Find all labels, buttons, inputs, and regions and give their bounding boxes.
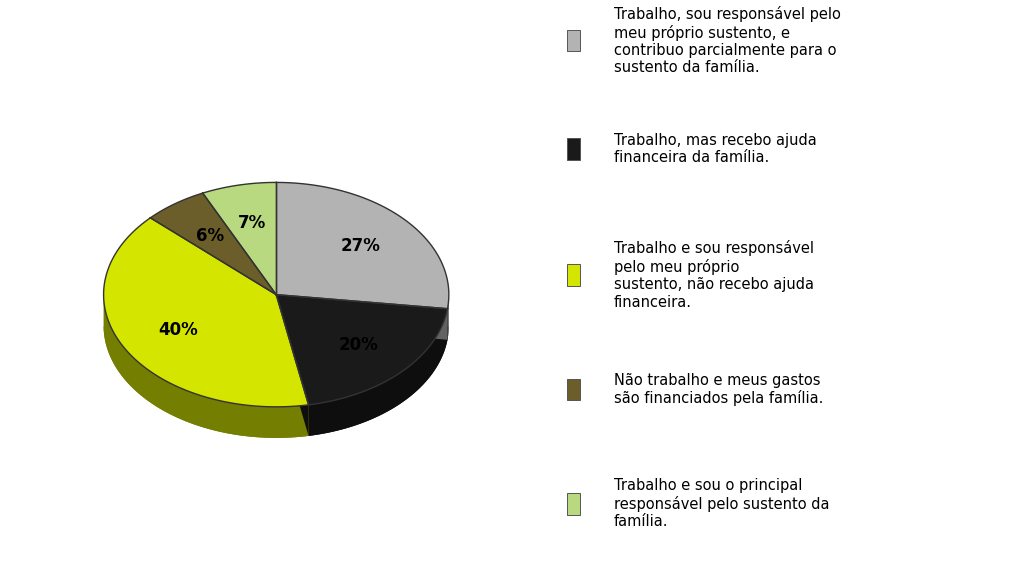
Polygon shape [276,182,449,309]
Bar [567,138,580,160]
Polygon shape [276,295,447,405]
Text: Trabalho e sou o principal
responsável pelo sustento da
família.: Trabalho e sou o principal responsável p… [614,478,829,530]
Polygon shape [276,295,447,340]
Polygon shape [276,295,309,436]
Bar [567,379,580,400]
Text: 20%: 20% [339,336,377,353]
Polygon shape [103,325,309,438]
Polygon shape [103,218,309,407]
Polygon shape [103,296,309,438]
Text: 40%: 40% [158,321,197,339]
Text: Trabalho, mas recebo ajuda
financeira da família.: Trabalho, mas recebo ajuda financeira da… [614,133,816,165]
Polygon shape [276,325,449,340]
Polygon shape [150,193,276,295]
Polygon shape [203,182,276,295]
Bar [567,493,580,515]
Text: 7%: 7% [237,214,266,232]
Polygon shape [276,295,447,340]
Bar [567,264,580,286]
Polygon shape [309,309,447,436]
Text: 6%: 6% [196,227,224,245]
Text: Trabalho, sou responsável pelo
meu próprio sustento, e
contribuo parcialmente pa: Trabalho, sou responsável pelo meu própr… [614,6,841,76]
Text: 27%: 27% [341,237,381,255]
Polygon shape [276,295,309,436]
Text: Trabalho e sou responsável
pelo meu próprio
sustento, não recebo ajuda
financeir: Trabalho e sou responsável pelo meu próp… [614,240,813,310]
Polygon shape [276,325,447,436]
Bar [567,30,580,51]
Text: Não trabalho e meus gastos
são financiados pela família.: Não trabalho e meus gastos são financiad… [614,373,822,406]
Polygon shape [447,295,449,340]
